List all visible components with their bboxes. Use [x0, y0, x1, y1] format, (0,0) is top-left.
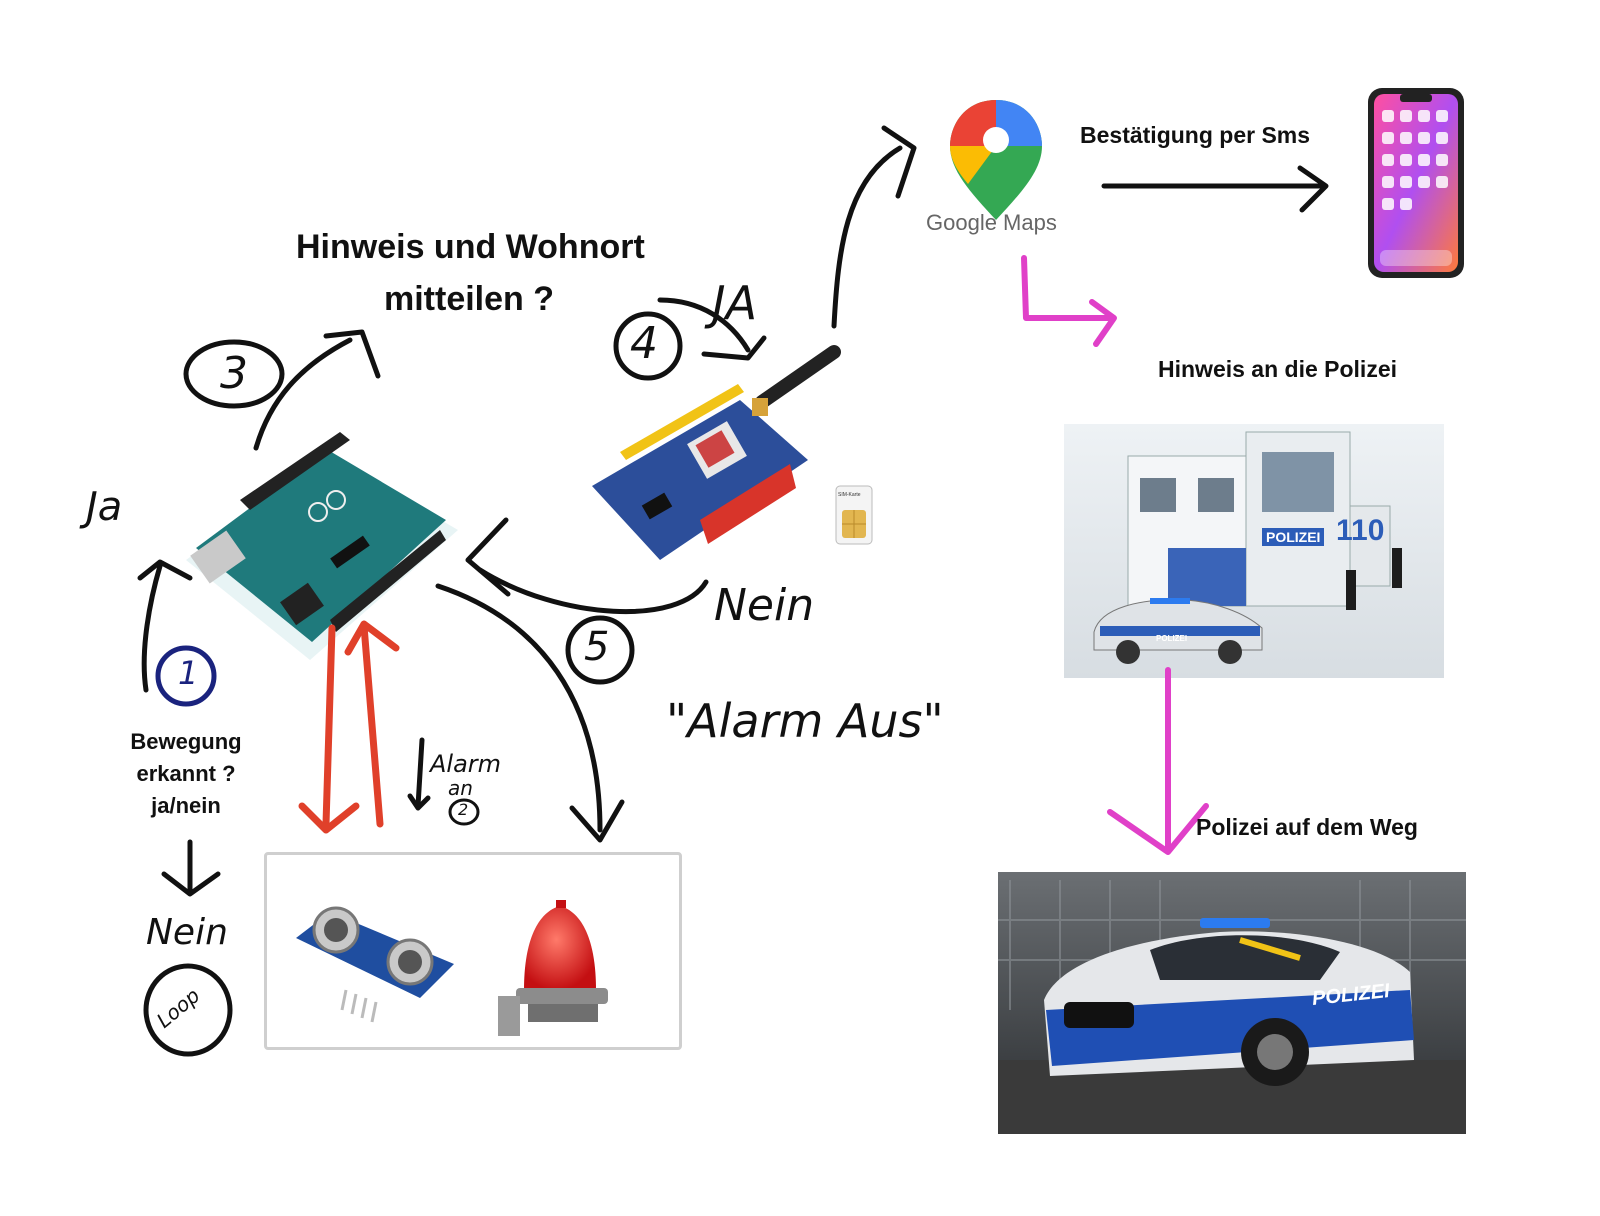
label-sim-karte: SIM-Karte — [838, 492, 861, 498]
police-car-icon — [998, 872, 1466, 1134]
step-4-circle — [613, 311, 683, 381]
arrow-head-nein — [161, 871, 221, 897]
arrow-head-alarm — [569, 799, 625, 843]
label-bewegung: Bewegung erkannt ? ja/nein — [120, 726, 252, 822]
arduino-board-icon — [186, 432, 458, 660]
hand-step-1: 1 — [178, 654, 199, 692]
label-hinweis-line2: mitteilen ? — [384, 280, 555, 318]
hand-step-4: 4 — [630, 318, 658, 369]
arrow-board-to-hinweis — [253, 337, 353, 451]
arrow-sensor-to-board — [141, 563, 163, 693]
arrow-head-board — [465, 517, 511, 597]
sim-card-icon — [835, 485, 873, 545]
label-polizei-weg: Polizei auf dem Weg — [1196, 814, 1418, 840]
arrow-nein-to-board — [477, 567, 709, 615]
hand-ja-left: Ja — [86, 484, 123, 530]
label-bewegung-line2: erkannt ? — [136, 761, 236, 786]
arrow-board-to-alarm — [435, 583, 603, 833]
label-station-sign: POLIZEI — [1262, 528, 1325, 546]
red-arrow-up-head — [344, 620, 400, 656]
label-bewegung-line1: Bewegung — [130, 729, 242, 754]
step-5-circle — [565, 615, 635, 685]
hand-alarm-aus: "Alarm Aus" — [666, 694, 944, 748]
sensor-alarm-box — [264, 852, 682, 1050]
magenta-arrow-maps-to-polizei — [1021, 255, 1115, 321]
police-station-icon — [1064, 424, 1444, 678]
arrow-head-ja — [701, 335, 767, 361]
label-bewegung-line3: ja/nein — [151, 793, 221, 818]
label-hinweis-line1: Hinweis und Wohnort — [296, 228, 645, 266]
label-station-car: POLIZEI — [1156, 634, 1188, 643]
arrow-head-alarm-an — [407, 793, 431, 811]
arrow-head-sensor — [137, 559, 193, 581]
hand-nein-right: Nein — [714, 580, 815, 631]
hand-alarm-an-line2: an — [448, 776, 473, 800]
arrow-head-phone — [1297, 165, 1329, 213]
hand-step-3: 3 — [220, 348, 248, 399]
hand-alarm-an-line1: Alarm — [430, 750, 502, 778]
red-arrow-up — [360, 622, 384, 828]
arrow-head-maps — [881, 125, 917, 199]
label-google-maps: Google Maps — [926, 210, 1057, 235]
step-3-circle — [183, 339, 285, 409]
arrow-ja-curl — [657, 297, 751, 353]
alarm-siren-icon — [498, 900, 608, 1036]
smartphone-icon — [1368, 88, 1464, 278]
hand-nein-left: Nein — [146, 912, 228, 953]
step-1-circle — [155, 645, 217, 707]
magenta-arrow-head-polizei — [1089, 299, 1117, 347]
hand-step-2: 2 — [458, 800, 469, 819]
hand-ja-top: JA — [712, 276, 758, 330]
label-bestaetigung: Bestätigung per Sms — [1080, 122, 1311, 148]
arrow-shield-to-maps — [831, 145, 903, 329]
arrow-alarm-an — [415, 737, 425, 809]
red-arrow-down — [322, 624, 336, 828]
label-hinweis-polizei: Hinweis an die Polizei — [1158, 356, 1398, 382]
arrow-head-hinweis — [323, 329, 381, 379]
red-arrow-down-head — [298, 802, 360, 834]
google-maps-pin-icon — [950, 100, 1042, 220]
loop-circle — [143, 963, 233, 1057]
magenta-arrow-head-car — [1107, 803, 1209, 855]
step-2-circle — [448, 798, 480, 826]
ultrasonic-sensor-icon — [296, 906, 454, 1023]
label-station-number: 110 — [1336, 514, 1385, 547]
hand-step-5: 5 — [584, 624, 610, 670]
gsm-shield-icon — [592, 345, 841, 560]
